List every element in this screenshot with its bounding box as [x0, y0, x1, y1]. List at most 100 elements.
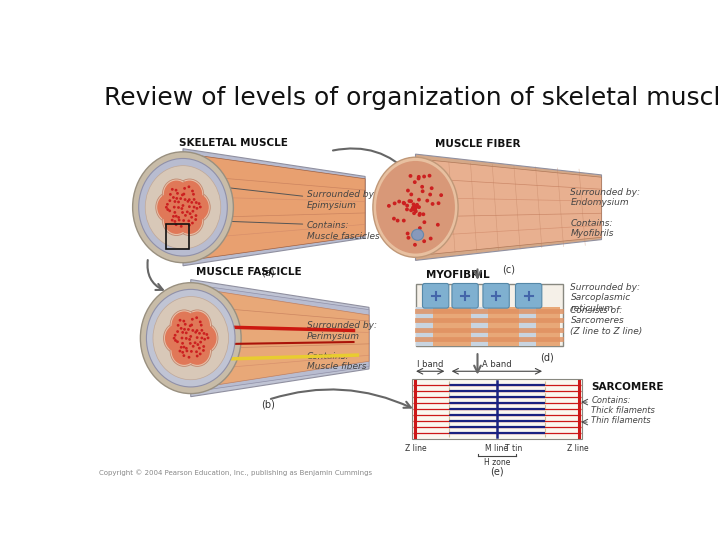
Circle shape: [174, 220, 176, 223]
Text: Copyright © 2004 Pearson Education, Inc., publishing as Benjamin Cummings: Copyright © 2004 Pearson Education, Inc.…: [99, 469, 372, 476]
Circle shape: [181, 336, 184, 340]
Circle shape: [408, 199, 411, 203]
Text: H zone: H zone: [484, 458, 510, 467]
Circle shape: [173, 206, 176, 208]
Ellipse shape: [171, 312, 197, 340]
Circle shape: [174, 200, 176, 203]
Circle shape: [439, 193, 443, 197]
Circle shape: [169, 193, 172, 196]
Circle shape: [189, 335, 192, 338]
Circle shape: [179, 197, 182, 200]
Circle shape: [418, 212, 422, 215]
Circle shape: [413, 205, 416, 209]
Circle shape: [175, 215, 178, 218]
Circle shape: [182, 193, 185, 195]
Circle shape: [409, 199, 413, 203]
Circle shape: [183, 328, 186, 330]
Circle shape: [413, 206, 418, 210]
Circle shape: [194, 341, 197, 344]
Circle shape: [417, 198, 421, 201]
Text: Surrounded by:
Endomysium: Surrounded by: Endomysium: [570, 188, 641, 207]
Circle shape: [202, 349, 205, 352]
Circle shape: [402, 201, 405, 205]
Circle shape: [181, 207, 184, 210]
Circle shape: [176, 197, 178, 200]
Circle shape: [171, 188, 174, 191]
Circle shape: [166, 203, 168, 206]
Circle shape: [413, 243, 417, 247]
Circle shape: [417, 177, 420, 180]
Circle shape: [175, 224, 178, 226]
Circle shape: [429, 237, 433, 240]
Circle shape: [200, 336, 203, 339]
Circle shape: [189, 325, 192, 327]
Circle shape: [413, 207, 417, 211]
Circle shape: [188, 224, 191, 226]
Circle shape: [185, 347, 188, 350]
Text: Contains:
Thick filaments: Contains: Thick filaments: [591, 396, 655, 415]
Text: MUSCLE FASCICLE: MUSCLE FASCICLE: [196, 267, 302, 278]
Circle shape: [198, 332, 201, 335]
Ellipse shape: [177, 206, 202, 234]
Circle shape: [188, 198, 191, 201]
Circle shape: [431, 202, 434, 206]
Circle shape: [172, 196, 175, 199]
Circle shape: [182, 354, 185, 357]
Text: Surrounded by:
Perimysium: Surrounded by: Perimysium: [307, 321, 377, 341]
Circle shape: [414, 205, 418, 209]
Circle shape: [192, 329, 194, 332]
Text: M line: M line: [485, 444, 508, 453]
Circle shape: [420, 190, 425, 193]
Circle shape: [180, 225, 183, 228]
Ellipse shape: [140, 283, 241, 394]
Ellipse shape: [412, 230, 423, 240]
Circle shape: [414, 204, 418, 208]
Circle shape: [190, 350, 193, 353]
Circle shape: [174, 339, 177, 342]
Bar: [488, 307, 519, 346]
Ellipse shape: [183, 310, 212, 341]
Circle shape: [185, 337, 188, 340]
Circle shape: [168, 199, 171, 202]
Ellipse shape: [376, 161, 455, 254]
Circle shape: [195, 350, 198, 353]
Circle shape: [430, 186, 433, 190]
Text: (d): (d): [541, 352, 554, 362]
Circle shape: [421, 212, 426, 216]
Circle shape: [181, 193, 184, 197]
Circle shape: [412, 202, 415, 206]
Circle shape: [196, 355, 199, 357]
Circle shape: [412, 211, 416, 215]
Circle shape: [176, 324, 179, 327]
Circle shape: [418, 213, 421, 217]
Ellipse shape: [132, 152, 233, 262]
Circle shape: [203, 338, 206, 341]
Circle shape: [176, 330, 179, 333]
Text: SARCOMERE: SARCOMERE: [591, 382, 664, 392]
Circle shape: [205, 333, 208, 336]
Circle shape: [195, 201, 198, 204]
Bar: [519, 307, 536, 346]
Circle shape: [190, 201, 193, 204]
Circle shape: [171, 219, 174, 221]
Circle shape: [194, 331, 197, 334]
Circle shape: [392, 217, 396, 220]
Circle shape: [185, 332, 188, 334]
Circle shape: [397, 200, 401, 204]
Circle shape: [426, 199, 429, 202]
Ellipse shape: [184, 337, 210, 365]
Circle shape: [173, 337, 176, 340]
FancyBboxPatch shape: [423, 284, 449, 308]
Ellipse shape: [184, 193, 209, 221]
Circle shape: [180, 327, 183, 330]
Ellipse shape: [183, 335, 212, 367]
Circle shape: [188, 356, 190, 359]
Circle shape: [415, 203, 419, 207]
Circle shape: [405, 232, 410, 235]
Ellipse shape: [162, 205, 191, 235]
Circle shape: [199, 353, 202, 355]
Circle shape: [420, 185, 424, 188]
Circle shape: [192, 210, 194, 213]
Circle shape: [414, 210, 418, 213]
Circle shape: [178, 219, 181, 221]
